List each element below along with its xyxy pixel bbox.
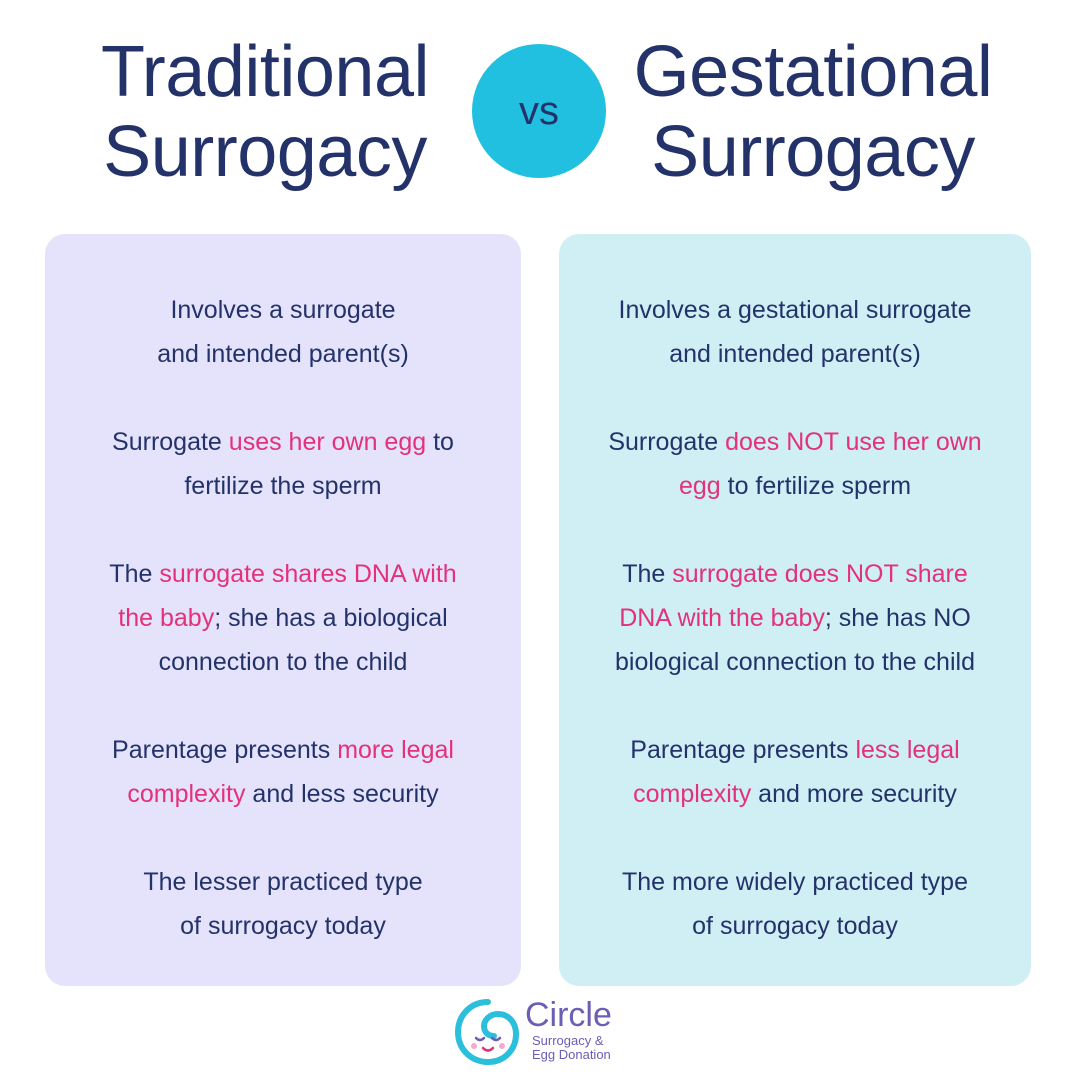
- point-text: and less security: [245, 780, 439, 808]
- gestational-panel: Involves a gestational surrogate and inte…: [559, 234, 1031, 986]
- vs-badge: vs: [472, 44, 606, 178]
- title-line: Gestational: [633, 32, 993, 112]
- logo-subtitle: Surrogacy & Egg Donation: [532, 1034, 611, 1062]
- point-text: connection to the child: [158, 648, 408, 676]
- point-text: Surrogate: [112, 428, 229, 456]
- point-text: to fertilize sperm: [720, 472, 912, 500]
- point-text: and intended parent(s): [157, 340, 409, 368]
- point-text: fertilize the sperm: [184, 472, 382, 500]
- comparison-point: Involves a surrogate and intended parent(…: [45, 288, 521, 376]
- point-text: and intended parent(s): [669, 340, 921, 368]
- point-line: and intended parent(s): [559, 332, 1031, 376]
- comparison-point: Involves a gestational surrogate and inte…: [559, 288, 1031, 376]
- point-text: biological connection to the child: [615, 648, 975, 676]
- comparison-point: The surrogate does NOT share DNA with the…: [559, 552, 1031, 684]
- title-line: Traditional: [101, 32, 430, 112]
- point-line: Parentage presents more legal: [45, 728, 521, 772]
- point-line: Surrogate does NOT use her own: [559, 420, 1031, 464]
- point-line: Parentage presents less legal: [559, 728, 1031, 772]
- comparison-point: Surrogate does NOT use her own egg to fer…: [559, 420, 1031, 508]
- point-line: egg to fertilize sperm: [559, 464, 1031, 508]
- comparison-point: Surrogate uses her own egg to fertilize t…: [45, 420, 521, 508]
- point-text: ; she has NO: [824, 604, 971, 632]
- point-line: Involves a surrogate: [45, 288, 521, 332]
- point-text: The: [109, 560, 160, 588]
- highlighted-text: egg: [678, 472, 721, 500]
- point-line: complexity and less security: [45, 772, 521, 816]
- point-text: of surrogacy today: [692, 912, 898, 940]
- highlighted-text: more legal: [337, 736, 454, 764]
- point-text: ; she has a biological: [214, 604, 448, 632]
- vs-label: vs: [519, 88, 559, 133]
- point-text: Involves a gestational surrogate: [618, 296, 972, 324]
- highlighted-text: surrogate shares DNA with: [159, 560, 457, 588]
- point-text: The: [622, 560, 673, 588]
- point-text: of surrogacy today: [180, 912, 386, 940]
- point-text: Parentage presents: [112, 736, 338, 764]
- point-line: connection to the child: [45, 640, 521, 684]
- comparison-point: Parentage presents less legal complexity …: [559, 728, 1031, 816]
- highlighted-text: complexity: [633, 780, 752, 808]
- logo-subtitle-line: Surrogacy &: [532, 1033, 604, 1048]
- comparison-point: The more widely practiced type of surroga…: [559, 860, 1031, 948]
- title-line: Surrogacy: [651, 112, 975, 192]
- point-line: fertilize the sperm: [45, 464, 521, 508]
- point-line: The surrogate does NOT share: [559, 552, 1031, 596]
- highlighted-text: DNA with the baby: [619, 604, 825, 632]
- traditional-title: Traditional Surrogacy: [50, 32, 480, 192]
- point-line: Surrogate uses her own egg to: [45, 420, 521, 464]
- highlighted-text: complexity: [127, 780, 246, 808]
- highlighted-text: less legal: [855, 736, 960, 764]
- gestational-title: Gestational Surrogacy: [598, 32, 1028, 192]
- comparison-point: The lesser practiced type of surrogacy to…: [45, 860, 521, 948]
- point-text: Surrogate: [608, 428, 726, 456]
- highlighted-text: the baby: [118, 604, 215, 632]
- point-line: and intended parent(s): [45, 332, 521, 376]
- point-text: The lesser practiced type: [143, 868, 423, 896]
- point-line: biological connection to the child: [559, 640, 1031, 684]
- comparison-point: The surrogate shares DNA with the baby; s…: [45, 552, 521, 684]
- highlighted-text: surrogate does NOT share: [672, 560, 968, 588]
- point-line: the baby; she has a biological: [45, 596, 521, 640]
- point-text: The more widely practiced type: [622, 868, 968, 896]
- baby-face-circle-icon: [454, 999, 520, 1066]
- point-line: The surrogate shares DNA with: [45, 552, 521, 596]
- point-line: Involves a gestational surrogate: [559, 288, 1031, 332]
- highlighted-text: uses her own egg: [228, 428, 427, 456]
- title-line: Surrogacy: [103, 112, 427, 192]
- point-text: Involves a surrogate: [170, 296, 396, 324]
- highlighted-text: does NOT use her own: [725, 428, 982, 456]
- point-line: DNA with the baby; she has NO: [559, 596, 1031, 640]
- logo-subtitle-line: Egg Donation: [532, 1047, 611, 1062]
- logo-name: Circle: [525, 996, 612, 1034]
- traditional-panel: Involves a surrogate and intended parent(…: [45, 234, 521, 986]
- point-line: The more widely practiced type: [559, 860, 1031, 904]
- point-line: of surrogacy today: [45, 904, 521, 948]
- point-text: to: [426, 428, 454, 456]
- comparison-point: Parentage presents more legal complexity …: [45, 728, 521, 816]
- point-line: complexity and more security: [559, 772, 1031, 816]
- point-text: Parentage presents: [630, 736, 856, 764]
- point-text: and more security: [751, 780, 957, 808]
- point-line: The lesser practiced type: [45, 860, 521, 904]
- point-line: of surrogacy today: [559, 904, 1031, 948]
- circle-logo: Circle Surrogacy & Egg Donation: [452, 994, 652, 1068]
